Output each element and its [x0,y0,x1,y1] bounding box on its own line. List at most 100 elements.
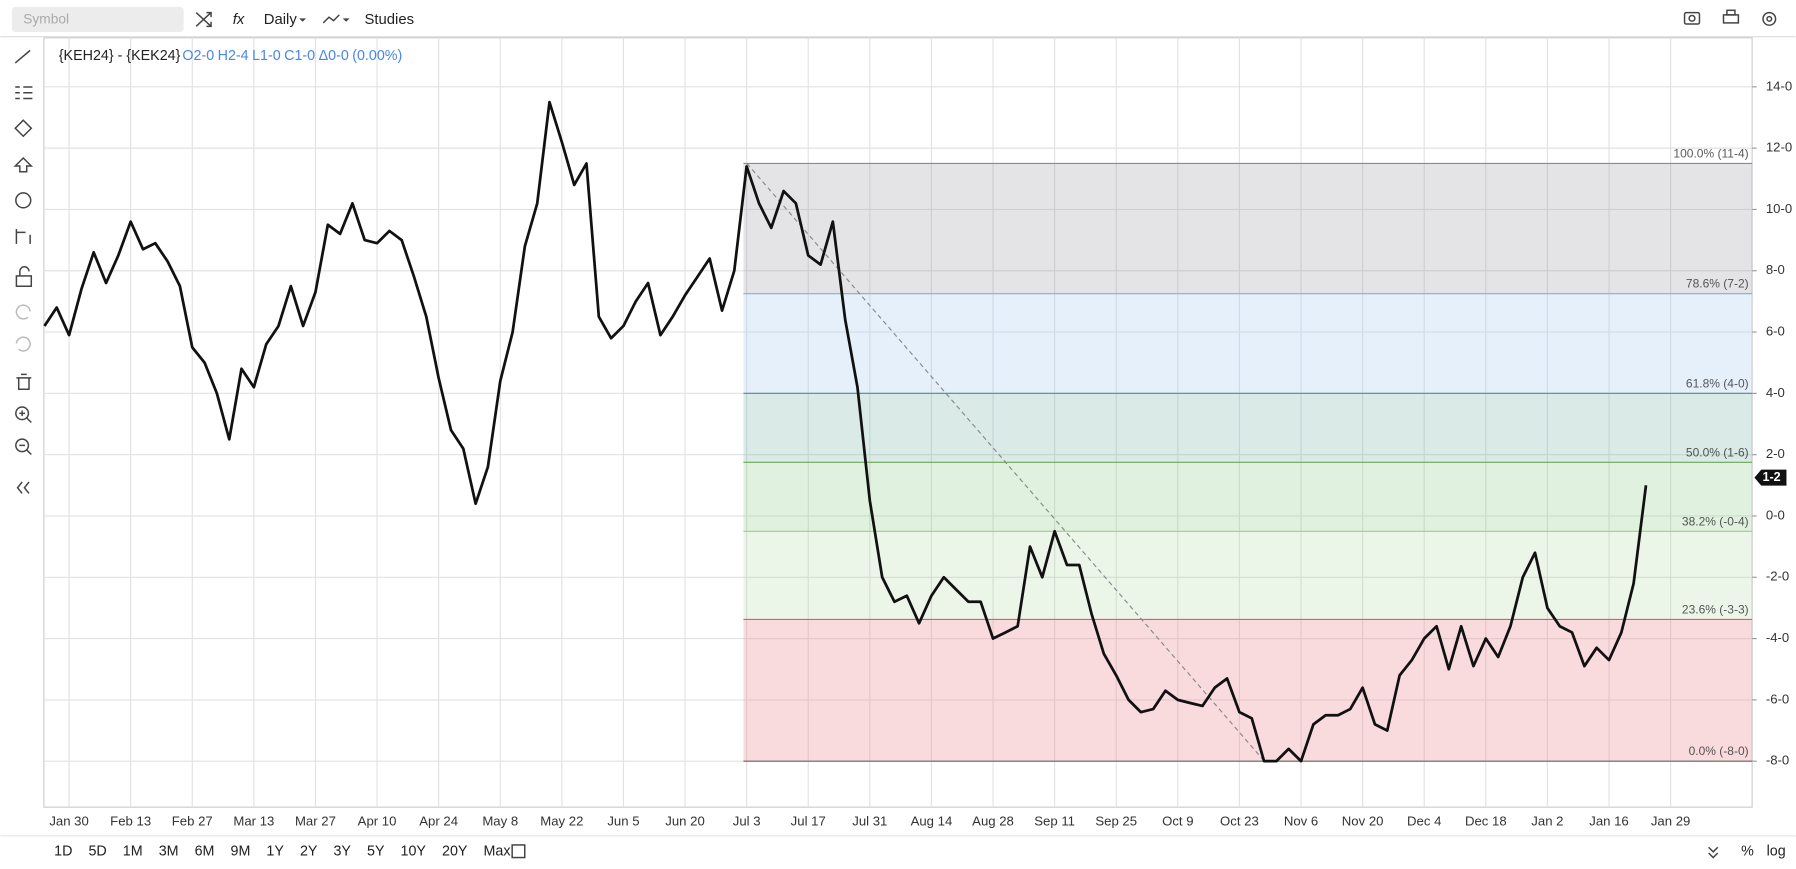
lock-shackle [19,266,30,276]
line-tool[interactable] [14,49,31,64]
fib-band [743,531,1753,620]
x-tick-label: Jun 20 [665,814,705,829]
x-tick-label: Sep 11 [1034,814,1075,829]
range-button[interactable]: 1D [54,844,72,860]
fib-label: 23.6% (-3-3) [1682,602,1749,616]
range-button[interactable]: 6M [195,844,215,860]
x-tick-label: Jan 16 [1589,814,1629,829]
screenshot-lens [1688,14,1696,22]
expand-icon[interactable] [1708,846,1719,859]
calendar-icon[interactable] [511,844,526,859]
range-bar: 1D 5D 1M 3M 6M 9M 1Y 2Y 3Y 5Y 10Y 20Y Max% log [54,844,1786,860]
fib-band [743,293,1753,394]
settings-hub [1766,15,1773,22]
y-tick-label: 2-0 [1766,446,1785,461]
plot: Jan 30 Feb 13 Feb 27 Mar 13 Mar 27 Apr 10 Apr … [43,37,1792,829]
fib-band [743,619,1753,762]
x-tick-label: Jul 17 [791,814,826,829]
range-button[interactable]: 3M [159,844,179,860]
annotation-tool[interactable] [15,192,32,209]
x-tick-label: Mar 13 [233,814,274,829]
zoom-in-icon[interactable] [15,406,30,421]
fib-trendline [746,163,1265,762]
redo-icon[interactable] [15,336,31,352]
collapse-icon[interactable] [16,481,30,494]
arrow-tool[interactable] [13,156,34,173]
y-tick-label: 4-0 [1766,385,1785,400]
x-tick-label: Aug 28 [972,814,1014,829]
zoom-out-icon[interactable] [15,438,30,453]
ohlc-item: Δ0-0 [319,48,349,64]
undo-icon[interactable] [15,304,31,320]
y-tick-label: 8-0 [1766,262,1785,277]
fib-label: 38.2% (-0-4) [1682,514,1749,528]
settings-icon[interactable] [1762,11,1777,26]
scale-option[interactable]: log [1767,844,1786,860]
tool-sidebar [13,49,34,494]
range-button[interactable]: 1M [123,844,143,860]
x-tick-label: May 22 [540,814,583,829]
fib-label: 0.0% (-8-0) [1689,744,1749,758]
x-tick-label: Apr 24 [419,814,458,829]
symbol-input[interactable] [11,6,184,33]
ohlc-item: (0.00%) [352,48,402,64]
price-line [43,100,1648,763]
fib-label: 61.8% (4-0) [1686,376,1749,390]
x-tick-label: Mar 27 [295,814,336,829]
x-tick-label: Feb 27 [172,814,213,829]
x-tick-label: Jul 31 [852,814,887,829]
fib-tool[interactable] [15,86,33,100]
range-button[interactable]: 2Y [300,844,318,860]
dropdown-arrow [299,18,307,22]
range-button[interactable]: 20Y [442,844,468,860]
range-button[interactable]: 10Y [401,844,427,860]
y-tick-label: 6-0 [1766,324,1785,339]
studies-button[interactable]: Studies [364,12,414,28]
range-button[interactable]: 1Y [266,844,284,860]
range-button[interactable]: 3Y [333,844,351,860]
range-button[interactable]: Max [484,844,511,860]
x-tick-label: Jun 5 [607,814,639,829]
delete-icon[interactable] [16,373,32,391]
x-tick-label: Nov 6 [1284,814,1318,829]
y-tick-label: 12-0 [1766,140,1792,155]
fx-button[interactable]: fx [233,12,245,28]
range-button[interactable]: 9M [231,844,251,860]
fib-band [743,462,1753,532]
y-tick-label: -2-0 [1766,569,1789,584]
x-tick-label: Jan 2 [1531,814,1563,829]
last-price-label: 1-2 [1762,470,1780,484]
interval-button[interactable]: Daily [264,12,298,28]
lock-icon[interactable] [15,275,33,287]
shape-tool[interactable] [14,119,33,138]
compare-icon[interactable] [195,11,212,28]
x-tick-label: Apr 10 [358,814,397,829]
range-button[interactable]: 5D [88,844,106,860]
x-tick-label: Jan 30 [49,814,89,829]
ohlc-readout: O2-0 H2-4 L1-0 C1-0 Δ0-0 (0.00%) [182,48,402,64]
fib-label: 50.0% (1-6) [1686,445,1749,459]
y-tick-label: 14-0 [1766,78,1792,93]
y-tick-label: -8-0 [1766,753,1789,768]
zoom-out-glyph [19,444,32,456]
fib-band [743,393,1753,463]
x-tick-label: Dec 4 [1407,814,1441,829]
x-tick-label: Jan 29 [1651,814,1691,829]
ohlc-item: C1-0 [284,48,315,64]
range-button[interactable]: 5Y [367,844,385,860]
dropdown-arrow [342,18,350,22]
ohlc-item: L1-0 [252,48,281,64]
x-tick-label: Oct 23 [1220,814,1259,829]
last-price-tag [1754,469,1787,486]
scale-option[interactable]: % [1741,844,1754,860]
chart-style-icon[interactable] [322,14,340,24]
measure-tool[interactable] [15,228,31,244]
x-tick-label: May 8 [482,814,518,829]
x-tick-label: Dec 18 [1465,814,1507,829]
x-tick-label: Nov 20 [1342,814,1384,829]
y-tick-label: 0-0 [1766,507,1785,522]
ohlc-item: O2-0 [182,48,214,64]
screenshot-icon[interactable] [1683,11,1701,25]
fib-label: 100.0% (11-4) [1673,146,1748,160]
